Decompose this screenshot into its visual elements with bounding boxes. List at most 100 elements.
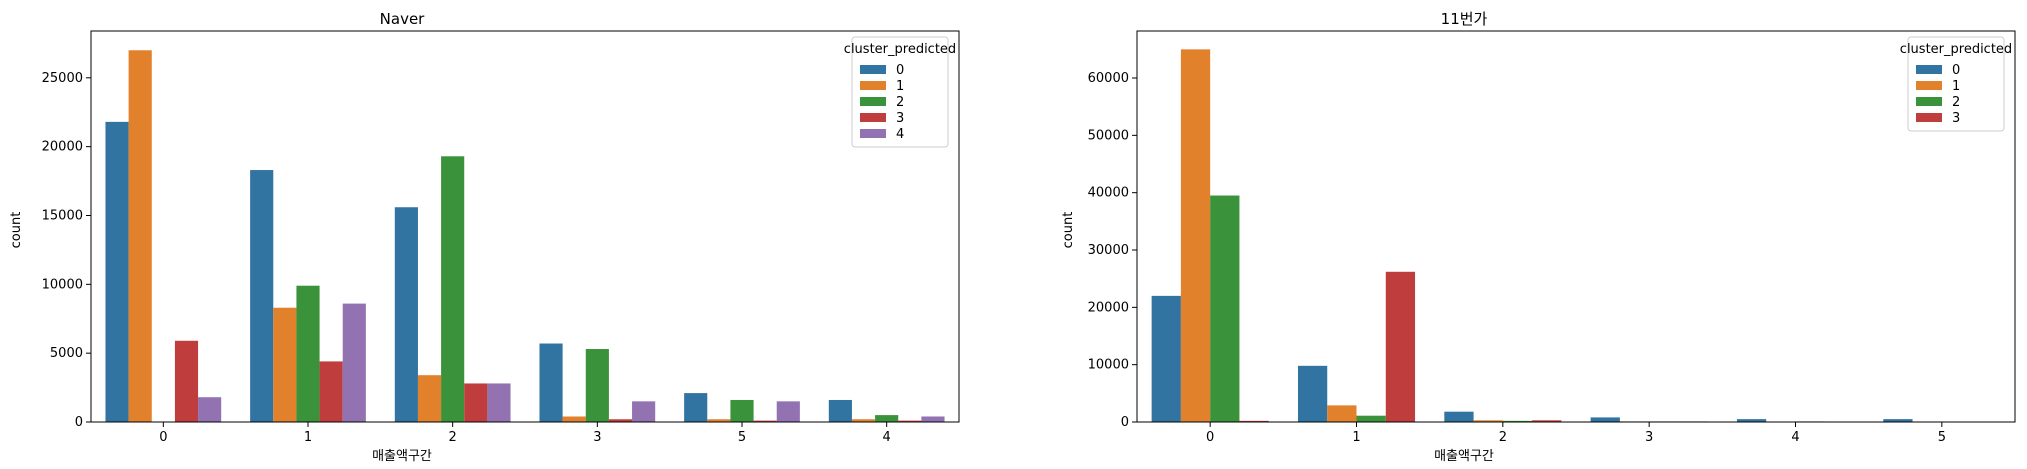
y-tick-label: 15000 bbox=[42, 208, 83, 223]
legend-box bbox=[1907, 36, 2005, 132]
bar-series-1-cat-5 bbox=[707, 419, 731, 422]
x-axis-label: 매출액구간 bbox=[1434, 449, 1494, 464]
y-tick-label: 10000 bbox=[1088, 358, 1129, 373]
x-tick-label: 1 bbox=[304, 430, 312, 445]
legend-swatch bbox=[1916, 81, 1942, 90]
y-tick-label: 30000 bbox=[1088, 243, 1129, 258]
bar-series-4-cat-4 bbox=[921, 416, 945, 422]
legend-swatch bbox=[860, 129, 886, 138]
bar-series-1-cat-0 bbox=[128, 50, 152, 423]
legend-label: 0 bbox=[896, 63, 904, 78]
x-tick-label: 0 bbox=[159, 430, 167, 445]
y-tick-label: 10000 bbox=[42, 277, 83, 292]
y-tick-label: 20000 bbox=[42, 140, 83, 155]
bar-series-3-cat-5 bbox=[753, 420, 777, 422]
bars-group bbox=[1151, 49, 1913, 422]
legend-label: 1 bbox=[896, 79, 904, 94]
y-axis-ticks: 0 5000 10000 15000 20000 25000 bbox=[42, 71, 91, 430]
bar-series-0-cat-1 bbox=[1297, 365, 1328, 422]
bar-series-1-cat-2 bbox=[1473, 420, 1503, 422]
bar-series-1-cat-1 bbox=[1327, 405, 1357, 422]
bar-series-4-cat-2 bbox=[487, 383, 511, 422]
bar-series-0-cat-3 bbox=[1590, 417, 1620, 422]
bar-series-2-cat-1 bbox=[1356, 415, 1386, 422]
legend-title: cluster_predicted bbox=[844, 42, 956, 57]
y-axis-ticks: 0 10000 20000 30000 40000 50000 60000 bbox=[1088, 71, 1137, 430]
bar-series-2-cat-0 bbox=[1210, 195, 1240, 422]
legend-title: cluster_predicted bbox=[1900, 42, 2012, 57]
x-tick-label: 5 bbox=[738, 430, 746, 445]
x-tick-label: 2 bbox=[1499, 430, 1507, 445]
y-tick-label: 0 bbox=[1121, 415, 1129, 430]
plot-frame bbox=[90, 30, 960, 423]
bars-group bbox=[105, 50, 945, 423]
bar-series-2-cat-1 bbox=[296, 285, 320, 422]
y-axis-label: count bbox=[1061, 212, 1076, 249]
bar-series-0-cat-5 bbox=[684, 393, 708, 422]
legend-label: 1 bbox=[1952, 79, 1960, 94]
bar-series-2-cat-2 bbox=[441, 156, 465, 423]
bar-series-4-cat-0 bbox=[198, 397, 222, 422]
bar-series-3-cat-3 bbox=[608, 419, 633, 422]
bar-series-3-cat-0 bbox=[174, 340, 199, 422]
legend-swatch bbox=[1916, 65, 1942, 74]
chart-panel-naver: Naver count 매출액구간 0500010000150002000025… bbox=[9, 10, 960, 464]
x-tick-label: 4 bbox=[883, 430, 891, 445]
bar-series-2-cat-4 bbox=[875, 415, 899, 422]
bar-series-1-cat-3 bbox=[562, 416, 586, 422]
legend-swatch bbox=[860, 113, 886, 122]
bar-series-0-cat-2 bbox=[394, 207, 418, 422]
bar-series-3-cat-2 bbox=[464, 383, 488, 422]
bar-series-0-cat-3 bbox=[539, 343, 563, 422]
x-axis-ticks: 0 1 2 3 4 5 bbox=[1206, 422, 1946, 445]
x-tick-label: 3 bbox=[593, 430, 601, 445]
bar-series-1-cat-2 bbox=[417, 375, 442, 422]
legend-label: 3 bbox=[1952, 111, 1960, 126]
chart-title: Naver bbox=[380, 10, 426, 28]
bar-series-1-cat-4 bbox=[851, 419, 876, 422]
legend-label: 2 bbox=[896, 95, 904, 110]
y-tick-label: 0 bbox=[75, 415, 83, 430]
bar-series-0-cat-0 bbox=[1151, 295, 1181, 422]
x-tick-label: 4 bbox=[1791, 430, 1799, 445]
chart-panel-11st: 11번가 count 매출액구간 01000020000300004000050… bbox=[1061, 10, 2016, 464]
bar-series-2-cat-2 bbox=[1502, 420, 1533, 422]
legend-swatch bbox=[860, 97, 886, 106]
x-tick-label: 2 bbox=[449, 430, 457, 445]
plot-frame bbox=[1136, 30, 2016, 423]
x-tick-label: 1 bbox=[1352, 430, 1360, 445]
bar-series-3-cat-1 bbox=[1385, 271, 1416, 422]
bar-series-0-cat-4 bbox=[828, 399, 852, 422]
bar-series-0-cat-4 bbox=[1736, 419, 1767, 422]
bar-series-0-cat-1 bbox=[250, 170, 274, 422]
legend-swatch bbox=[860, 81, 886, 90]
y-tick-label: 50000 bbox=[1088, 128, 1129, 143]
y-tick-label: 20000 bbox=[1088, 300, 1129, 315]
y-tick-label: 40000 bbox=[1088, 186, 1129, 201]
legend-label: 4 bbox=[896, 127, 904, 142]
bar-series-3-cat-0 bbox=[1239, 420, 1269, 422]
legend-swatch bbox=[1916, 113, 1942, 122]
bar-series-0-cat-5 bbox=[1883, 419, 1913, 422]
y-axis-label: count bbox=[9, 212, 24, 249]
bar-series-2-cat-5 bbox=[730, 399, 754, 422]
y-tick-label: 25000 bbox=[42, 71, 83, 86]
legend-swatch bbox=[1916, 97, 1942, 106]
legend-label: 2 bbox=[1952, 95, 1960, 110]
x-tick-label: 5 bbox=[1938, 430, 1946, 445]
bar-series-0-cat-0 bbox=[105, 121, 129, 423]
x-tick-label: 0 bbox=[1206, 430, 1214, 445]
chart-title: 11번가 bbox=[1441, 10, 1488, 28]
x-axis-ticks: 0 1 2 3 5 4 bbox=[159, 422, 891, 445]
legend-label: 3 bbox=[896, 111, 904, 126]
bar-series-4-cat-5 bbox=[776, 401, 800, 422]
legend-label: 0 bbox=[1952, 63, 1960, 78]
bar-series-2-cat-3 bbox=[585, 349, 609, 422]
bar-series-0-cat-2 bbox=[1444, 411, 1474, 422]
bar-series-3-cat-1 bbox=[319, 361, 343, 422]
bar-series-1-cat-1 bbox=[273, 307, 297, 422]
bar-series-3-cat-4 bbox=[898, 420, 922, 422]
